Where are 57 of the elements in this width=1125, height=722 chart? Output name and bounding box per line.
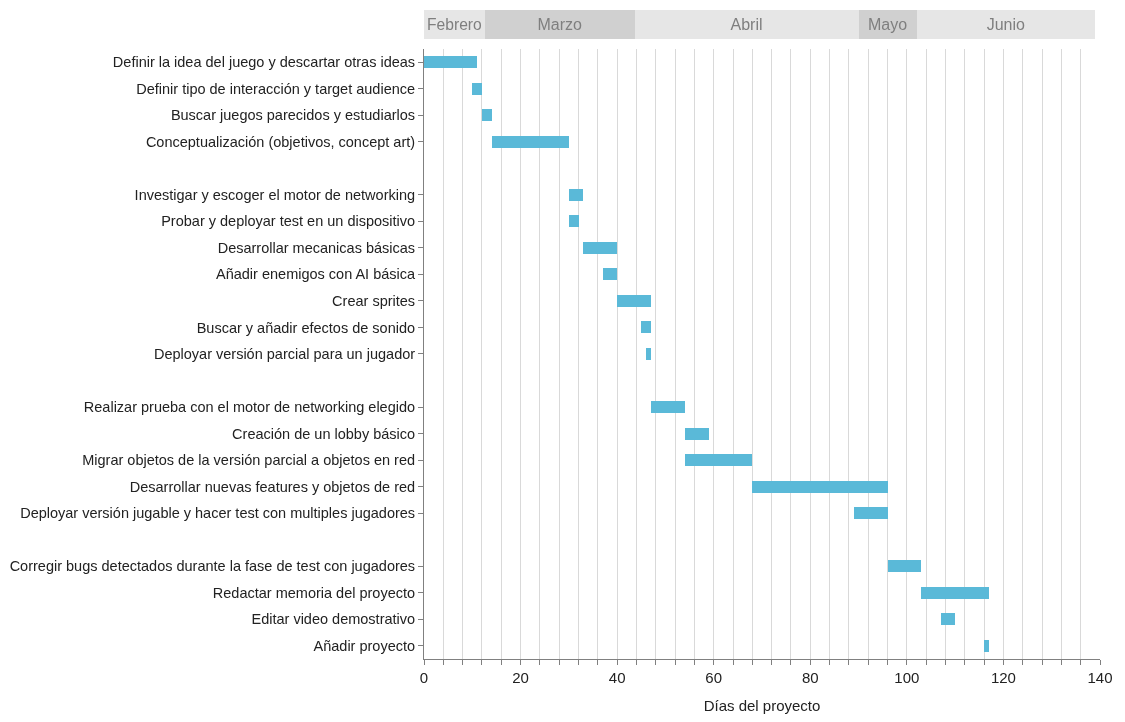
series-label: Marzo [537,16,582,34]
bar [617,294,651,307]
series-label: Abril [730,16,763,34]
x-tick-label: 60 [705,669,723,686]
y-tick-label: Redactar memoria del proyecto [212,584,416,601]
series-label: Mayo [867,16,908,34]
bar [684,454,753,467]
bar [484,10,635,40]
bar [481,109,492,122]
x-tick-label: 120 [990,669,1016,686]
bar [752,480,888,493]
y-tick-label: Añadir proyecto [313,637,416,654]
bar [684,427,709,440]
bar [921,586,989,599]
y-tick-label: Corregir bugs detectados durante la fase de test con jugadores [9,558,416,575]
bar [634,10,859,40]
bar [650,401,685,413]
bar [424,56,478,69]
y-tick-label: Realizar prueba con el motor de networking elegido [83,399,416,416]
bar [491,135,569,148]
bar [472,82,482,95]
bar [568,188,584,201]
y-tick-label: Crear sprites [332,293,416,309]
bar [853,507,888,520]
y-tick-label: Conceptualización (objetivos, concept art) [145,133,416,150]
x-tick-label: 40 [608,669,626,686]
y-tick-label: Añadir enemigos con AI básica [216,266,417,283]
bar [583,241,618,254]
series-label: Febrero [427,15,483,33]
bar [887,560,922,573]
bar [940,613,956,626]
y-tick-label: Creación de un lobby básico [232,425,416,442]
bar [646,348,651,360]
y-tick-label: Deployar versión jugable y hacer test con multiples jugadores [20,505,416,522]
x-tick-label: 20 [512,669,529,686]
bar [568,215,579,228]
y-tick-label: Investigar y escoger el motor de networking [134,186,416,203]
bar [602,268,618,281]
bar [916,10,1096,40]
bar [984,639,989,652]
y-tick-label: Buscar y añadir efectos de sonido [196,319,416,336]
y-tick-label: Desarrollar nuevas features y objetos de red [129,478,416,495]
x-tick-label: 100 [894,669,920,686]
bar [641,321,651,334]
y-tick-label: Definir la idea del juego y descartar otras ideas [112,54,416,71]
y-tick-label: Desarrollar mecanicas básicas [217,239,416,256]
y-tick-label: Probar y deployar test en un dispositivo [161,213,416,230]
y-tick-label: Buscar juegos parecidos y estudiarlos [170,107,416,124]
x-axis-title: Días del proyecto [703,697,821,714]
series-label: Junio [986,16,1026,34]
y-tick-label: Migrar objetos de la versión parcial a objetos en red [82,452,416,469]
x-tick-label: 140 [1087,669,1113,686]
y-tick-label: Editar video demostrativo [251,611,416,628]
y-tick-label: Deployar versión parcial para un jugador [153,346,416,363]
x-tick-label: 80 [801,669,819,686]
y-tick-label: Definir tipo de interacción y target audience [136,80,416,97]
x-tick-label: 0 [419,669,429,686]
